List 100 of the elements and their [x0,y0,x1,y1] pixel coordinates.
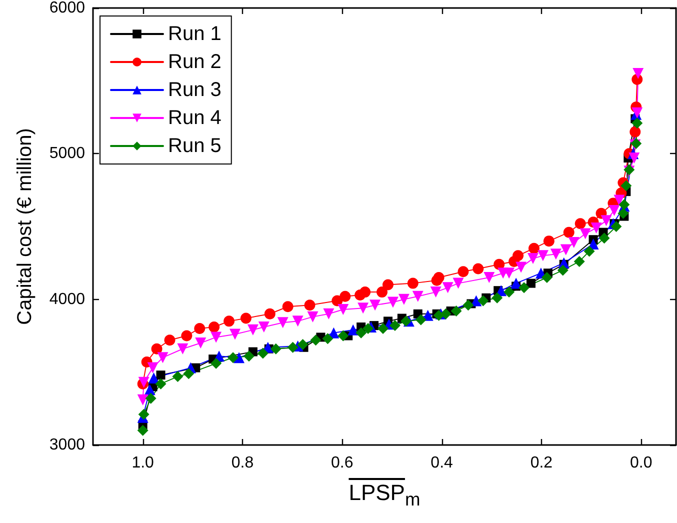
point [458,266,469,278]
point [310,334,322,346]
point [518,282,530,294]
y-tick-label: 6000 [49,0,86,16]
point [145,392,156,404]
legend-label: Run 1 [168,23,222,45]
point [243,350,254,362]
point [492,292,503,304]
point [618,208,629,219]
point [264,308,276,320]
point [194,322,206,334]
point [156,370,166,380]
point [526,278,536,288]
point [442,282,454,294]
point [452,278,464,289]
x-tick-label: 0.4 [430,454,454,472]
point [138,408,150,420]
x-tick-label: 1.0 [132,454,154,472]
point [598,232,610,244]
point [137,394,148,406]
point [563,226,574,238]
point [356,327,367,338]
point [516,262,527,273]
point [376,286,388,298]
y-tick-label: 5000 [49,145,86,162]
point [590,222,602,234]
point [240,312,252,324]
point [472,263,484,274]
point [277,317,288,328]
point [398,294,410,305]
point [155,378,166,390]
point [172,371,184,382]
legend-label: Run 4 [168,107,222,129]
x-axis-title: LPSP$_{m}$ [348,480,420,510]
point [512,250,524,262]
point [415,314,426,326]
point [614,194,625,206]
point [407,278,418,289]
point [543,236,554,247]
y-tick-label: 3000 [49,436,86,454]
legend-label: Run 5 [168,135,222,157]
point [181,330,192,342]
point [208,322,220,333]
point [608,204,620,216]
point [528,242,540,254]
point [462,300,474,311]
point [450,305,462,316]
x-tick-label: 0.0 [630,454,652,472]
point [632,118,643,129]
point [440,308,452,320]
point [537,250,548,262]
point [224,316,235,327]
point [527,253,538,264]
point [282,301,294,312]
point [287,342,298,353]
point [550,248,562,260]
point [338,304,349,316]
point [628,152,640,164]
point [147,362,158,374]
point [510,278,522,289]
point [433,272,444,283]
point [574,218,586,230]
x-tick-label: 0.6 [331,454,354,472]
point [360,286,371,298]
point [478,295,489,306]
point [348,324,359,336]
point [183,368,194,380]
point [584,246,595,257]
point [137,424,148,436]
point [157,352,168,364]
point [362,322,374,334]
point [557,264,568,276]
point [322,333,334,344]
point [257,348,268,359]
point [210,332,222,343]
point [230,328,241,340]
point [148,372,160,384]
point [177,343,188,354]
point [504,268,515,279]
point [323,308,334,320]
point [297,338,308,350]
point [484,272,495,283]
point [600,215,612,226]
point [270,343,282,354]
y-axis-title: Capital cost (€ million) [14,128,36,325]
point [210,358,222,369]
point [568,237,580,248]
point [387,296,398,308]
point [292,316,304,327]
x-tick-label: 0.2 [530,454,553,472]
point [382,279,394,290]
point [164,334,176,346]
point [258,322,270,333]
point [247,324,258,336]
point [400,316,412,327]
x-tick-label: 0.8 [231,454,254,472]
point [430,286,442,298]
point [389,320,400,332]
point [580,228,591,240]
legend-label: Run 3 [168,79,222,101]
